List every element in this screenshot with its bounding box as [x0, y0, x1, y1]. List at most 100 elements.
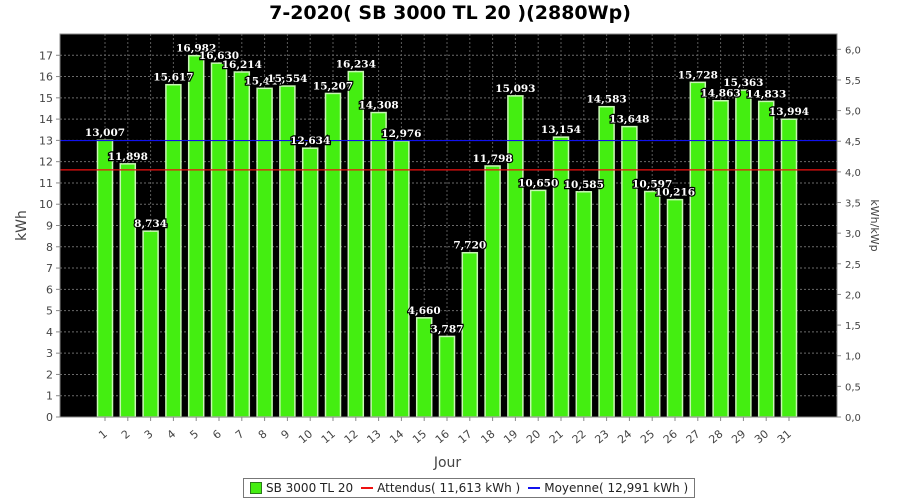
- y-tick-label: 11: [39, 177, 53, 190]
- x-axis-title: Jour: [433, 455, 462, 471]
- bar-data-label: 16,630: [199, 50, 239, 62]
- x-tick-label: 21: [547, 427, 566, 446]
- bar-data-label: 16,214: [222, 59, 262, 71]
- bar-data-label: 15,554: [267, 73, 307, 85]
- bar: [643, 190, 661, 418]
- x-tick-label: 29: [729, 427, 748, 446]
- x-tick-label: 10: [296, 427, 315, 446]
- bar: [256, 87, 273, 418]
- bar-data-label: 13,007: [85, 127, 125, 139]
- x-tick-label: 12: [342, 427, 361, 446]
- bar: [689, 81, 707, 418]
- y-tick-label: 3: [46, 347, 53, 360]
- y-tick-label: 15: [39, 92, 53, 105]
- bar: [415, 317, 433, 418]
- y-tick-label: 2: [46, 368, 53, 381]
- y-tick-label: 6: [46, 283, 53, 296]
- bar: [438, 335, 456, 418]
- y2-tick-label: 5,0: [845, 107, 861, 118]
- x-tick-label: 24: [615, 427, 634, 446]
- legend-label-series: SB 3000 TL 20: [266, 481, 354, 495]
- bar: [301, 147, 319, 418]
- bar: [393, 140, 410, 418]
- x-tick-label: 5: [187, 427, 201, 441]
- bar-data-label: 15,728: [678, 69, 718, 81]
- bar-data-label: 3,787: [431, 323, 464, 335]
- bar: [598, 105, 615, 418]
- bar-data-label: 4,660: [408, 305, 441, 317]
- bar: [529, 189, 547, 418]
- legend-label-expected: Attendus( 11,613 kWh ): [377, 481, 521, 495]
- x-tick-label: 25: [638, 427, 657, 446]
- bar-data-label: 15,617: [153, 72, 193, 84]
- bar: [780, 118, 798, 418]
- x-tick-label: 11: [319, 427, 338, 446]
- bar-data-label: 10,597: [632, 179, 672, 191]
- x-tick-label: 9: [279, 427, 293, 441]
- bar-data-label: 15,363: [723, 77, 763, 89]
- bar: [96, 139, 114, 418]
- bar: [757, 100, 775, 418]
- y-tick-label: 5: [46, 305, 53, 318]
- y2-tick-label: 6,0: [845, 45, 861, 56]
- bar: [142, 230, 159, 418]
- x-tick-label: 17: [456, 427, 475, 446]
- bar: [712, 99, 729, 418]
- bar-data-label: 14,863: [701, 88, 741, 100]
- y-tick-label: 17: [39, 49, 53, 62]
- x-tick-label: 19: [501, 427, 520, 446]
- y2-tick-label: 1,5: [845, 321, 861, 332]
- y-tick-label: 1: [46, 390, 53, 403]
- bar: [507, 95, 524, 418]
- x-tick-label: 2: [119, 427, 133, 441]
- legend-swatch-expected: [361, 487, 374, 489]
- y2-tick-label: 4,0: [845, 168, 861, 179]
- bar-data-label: 15,093: [495, 83, 535, 95]
- bar: [347, 70, 365, 418]
- x-tick-label: 22: [570, 427, 589, 446]
- chart-title: 7-2020( SB 3000 TL 20 )(2880Wp): [269, 2, 631, 24]
- x-tick-label: 20: [524, 427, 543, 446]
- bar: [187, 54, 205, 418]
- bar-data-label: 13,994: [769, 106, 809, 118]
- bar: [119, 163, 137, 418]
- bar: [461, 251, 479, 418]
- bar: [735, 89, 752, 418]
- x-tick-label: 6: [210, 427, 224, 441]
- x-tick-label: 4: [165, 427, 179, 441]
- bar-data-label: 12,976: [381, 128, 421, 140]
- bar-data-label: 10,216: [655, 187, 695, 199]
- legend-label-average: Moyenne( 12,991 kWh ): [544, 481, 689, 495]
- legend-entry-series: SB 3000 TL 20: [250, 481, 353, 495]
- x-tick-label: 30: [752, 427, 771, 446]
- x-tick-label: 7: [233, 427, 247, 441]
- y-tick-label: 12: [39, 156, 53, 169]
- bar: [575, 191, 593, 418]
- bar-data-label: 10,650: [518, 177, 558, 189]
- bar-data-label: 14,583: [587, 94, 627, 106]
- bar-data-label: 8,734: [134, 218, 167, 230]
- y2-tick-label: 2,0: [845, 290, 861, 301]
- y2-tick-label: 0,0: [845, 413, 861, 424]
- y2-tick-label: 0,5: [845, 382, 861, 393]
- y-tick-label: 7: [46, 262, 53, 275]
- legend-entry-average: Moyenne( 12,991 kWh ): [528, 481, 688, 495]
- legend-entry-expected: Attendus( 11,613 kWh ): [361, 481, 520, 495]
- x-tick-label: 31: [775, 427, 794, 446]
- y-tick-label: 9: [46, 220, 53, 233]
- y2-tick-label: 5,5: [845, 76, 861, 87]
- bar-data-label: 15,207: [313, 80, 353, 92]
- y-tick-label: 14: [39, 113, 53, 126]
- y-tick-label: 0: [46, 411, 53, 424]
- bar-data-label: 13,648: [609, 114, 649, 126]
- bar-data-label: 14,833: [746, 88, 786, 100]
- y-tick-label: 13: [39, 134, 53, 147]
- bar-data-label: 15,447: [245, 75, 285, 87]
- y2-axis-title: kWh/kWp: [868, 199, 881, 251]
- bar: [233, 71, 251, 418]
- bar-data-label: 12,634: [290, 135, 330, 147]
- x-tick-label: 3: [142, 427, 156, 441]
- y2-tick-label: 1,0: [845, 352, 861, 363]
- y2-tick-label: 4,5: [845, 137, 861, 148]
